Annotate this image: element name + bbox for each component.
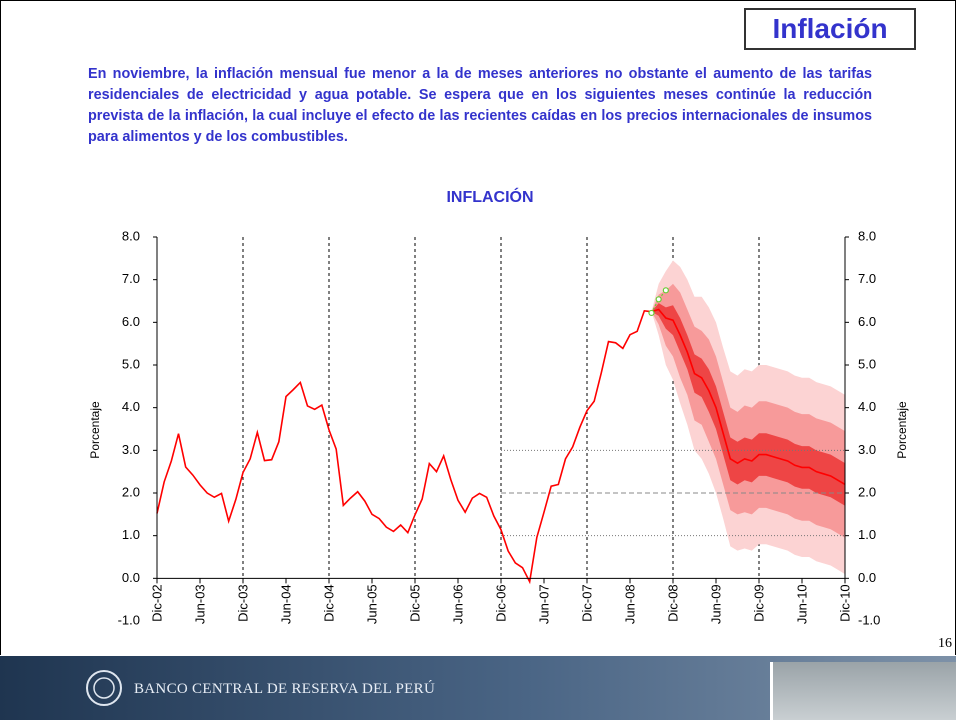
y-tick-label: 6.0 — [122, 314, 140, 329]
y-tick-label: 4.0 — [122, 399, 140, 414]
x-tick-label: Jun-04 — [278, 584, 293, 624]
y-tick-label: 0.0 — [122, 570, 140, 585]
y2-tick-label: 1.0 — [858, 527, 876, 542]
y2-tick-label: 7.0 — [858, 271, 876, 286]
building-photo — [770, 662, 956, 720]
x-tick-label: Dic-05 — [407, 584, 422, 622]
x-tick-label: Jun-07 — [536, 584, 551, 624]
observed-point — [656, 297, 661, 302]
y-tick-label: -1.0 — [118, 612, 140, 627]
y2-tick-label: 5.0 — [858, 356, 876, 371]
y2-axis-label: Porcentaje — [895, 401, 909, 459]
y2-tick-label: 2.0 — [858, 484, 876, 499]
y-tick-label: 1.0 — [122, 527, 140, 542]
y-tick-label: 8.0 — [122, 228, 140, 243]
x-tick-label: Jun-05 — [364, 584, 379, 624]
footer: BANCO CENTRAL DE RESERVA DEL PERÚ — [0, 656, 956, 720]
x-tick-label: Dic-04 — [321, 584, 336, 622]
y2-tick-label: 6.0 — [858, 314, 876, 329]
x-tick-label: Dic-02 — [149, 584, 164, 622]
slide: Inflación En noviembre, la inflación men… — [0, 0, 956, 720]
y-tick-label: 3.0 — [122, 442, 140, 457]
y2-tick-label: 0.0 — [858, 570, 876, 585]
x-tick-label: Jun-10 — [794, 584, 809, 624]
x-tick-label: Dic-06 — [493, 584, 508, 622]
y2-tick-label: 4.0 — [858, 399, 876, 414]
emblem — [84, 668, 124, 708]
y-tick-label: 2.0 — [122, 484, 140, 499]
x-tick-label: Dic-07 — [579, 584, 594, 622]
observed-point — [663, 288, 668, 293]
y2-tick-label: -1.0 — [858, 612, 880, 627]
x-tick-label: Dic-10 — [837, 584, 852, 622]
chart: INFLACIÓN Porcentaje Porcentaje Dic-02 Ju… — [0, 0, 956, 656]
footer-text: BANCO CENTRAL DE RESERVA DEL PERÚ — [134, 681, 435, 698]
x-tick-label: Dic-03 — [235, 584, 250, 622]
x-tick-label: Jun-09 — [708, 584, 723, 624]
y-tick-label: 5.0 — [122, 356, 140, 371]
page-number: 16 — [938, 636, 952, 652]
x-tick-label: Jun-08 — [622, 584, 637, 624]
x-tick-label: Jun-06 — [450, 584, 465, 624]
chart-title: INFLACIÓN — [446, 187, 533, 206]
x-tick-label: Jun-03 — [192, 584, 207, 624]
y-tick-label: 7.0 — [122, 271, 140, 286]
y-axis-label: Porcentaje — [88, 401, 102, 459]
x-tick-label: Dic-09 — [751, 584, 766, 622]
observed-point — [649, 310, 654, 315]
y2-tick-label: 3.0 — [858, 442, 876, 457]
y2-tick-label: 8.0 — [858, 228, 876, 243]
x-tick-label: Dic-08 — [665, 584, 680, 622]
